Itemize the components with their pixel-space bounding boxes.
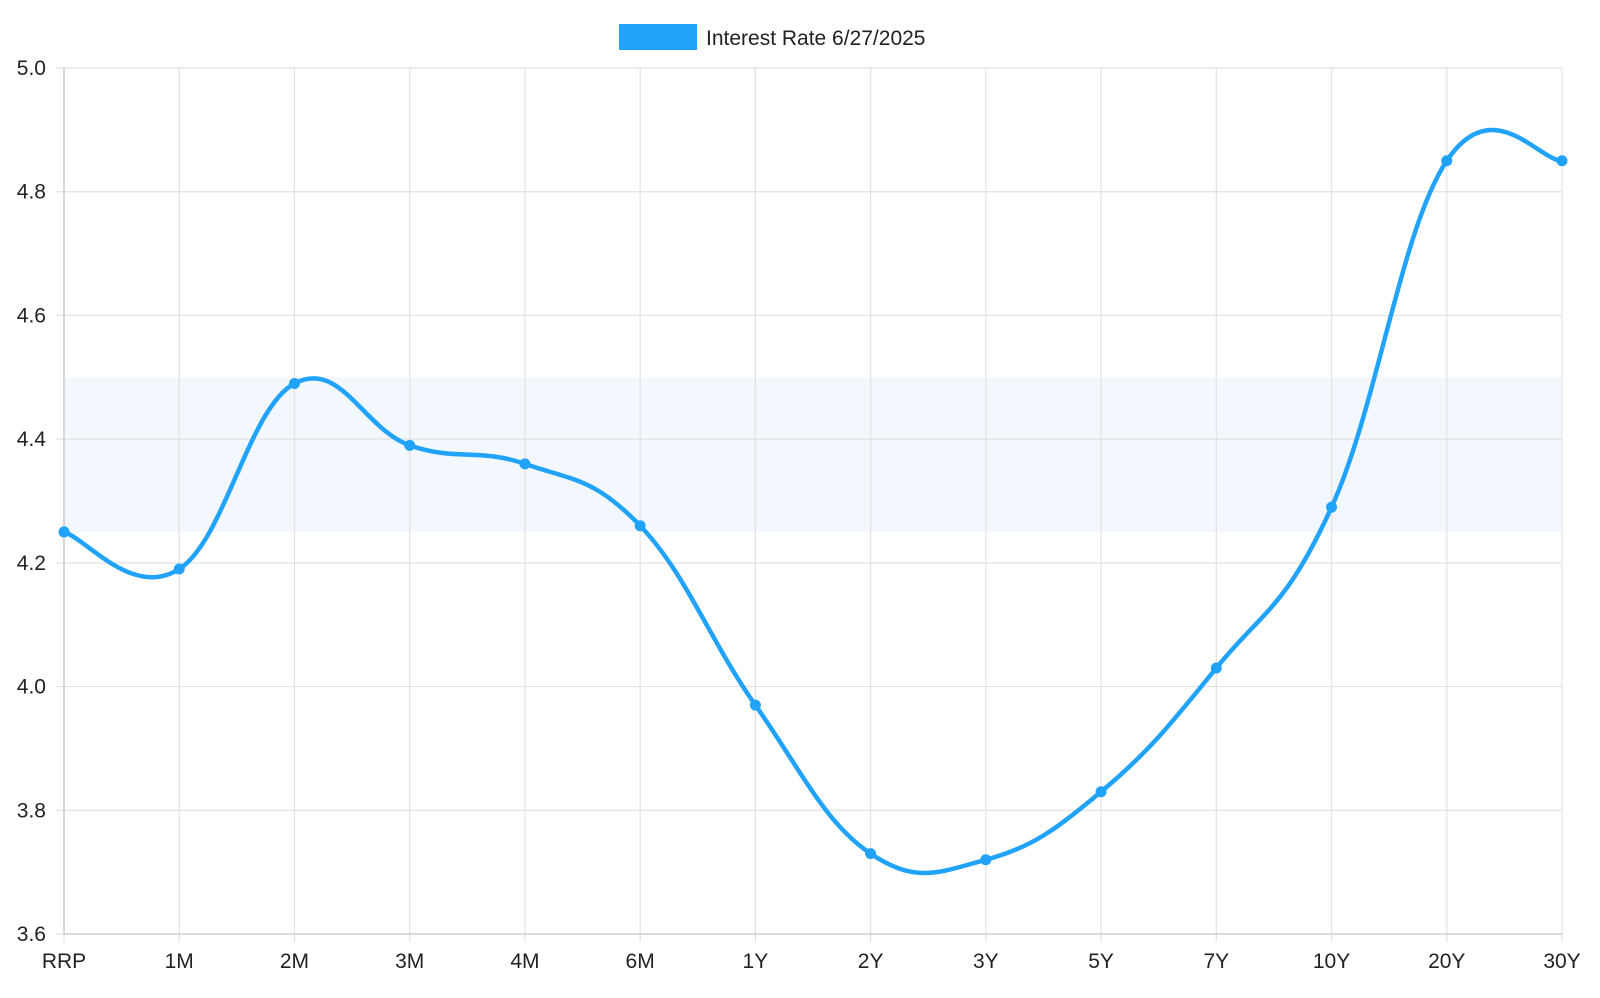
data-point	[173, 563, 185, 575]
data-point	[404, 439, 416, 451]
y-tick-label: 3.6	[17, 923, 46, 946]
data-point	[749, 699, 761, 711]
x-tick-label: 1Y	[743, 950, 769, 973]
y-tick-label: 3.8	[17, 799, 46, 822]
y-tick-label: 4.0	[17, 676, 46, 699]
axis-layer: 3.6 3.8 4.0 4.2 4.4 4.6 4.8 5.0 RRP 1M 2M 3M 4M 6M 1Y 2…	[17, 57, 1581, 973]
series-line	[61, 127, 1565, 876]
x-tick-label: 2Y	[858, 950, 884, 973]
y-tick-label: 5.0	[17, 57, 46, 80]
grid-layer	[56, 67, 1563, 942]
y-tick-label: 4.2	[17, 552, 46, 575]
target-range-band	[64, 377, 1562, 532]
data-point	[288, 377, 300, 389]
y-tick-label: 4.8	[17, 181, 46, 204]
data-point	[58, 526, 70, 538]
legend-label[interactable]: Interest Rate 6/27/2025	[706, 27, 926, 50]
x-tick-label: 3Y	[973, 950, 999, 973]
x-tick-label: 30Y	[1543, 950, 1580, 973]
x-tick-label: 4M	[510, 950, 539, 973]
data-point	[1210, 662, 1222, 674]
x-tick-label: RRP	[42, 950, 86, 973]
data-point	[980, 854, 992, 866]
series-layer	[58, 127, 1568, 876]
legend-swatch[interactable]	[619, 24, 697, 50]
data-point	[1095, 786, 1107, 798]
y-tick-label: 4.6	[17, 304, 46, 327]
legend[interactable]: Interest Rate 6/27/2025	[619, 24, 926, 50]
x-tick-label: 20Y	[1428, 950, 1465, 973]
x-tick-label: 7Y	[1203, 950, 1229, 973]
x-tick-label: 2M	[280, 950, 309, 973]
data-point	[1441, 155, 1453, 167]
x-tick-label: 6M	[626, 950, 655, 973]
data-point	[865, 848, 877, 860]
x-tick-label: 3M	[395, 950, 424, 973]
target-range-band-layer	[64, 377, 1562, 532]
data-point	[1556, 155, 1568, 167]
data-point	[1326, 501, 1338, 513]
data-point	[634, 520, 646, 532]
x-tick-label: 5Y	[1088, 950, 1114, 973]
x-tick-label: 1M	[165, 950, 194, 973]
y-tick-label: 4.4	[17, 428, 47, 451]
data-point	[519, 458, 531, 470]
x-tick-label: 10Y	[1313, 950, 1350, 973]
